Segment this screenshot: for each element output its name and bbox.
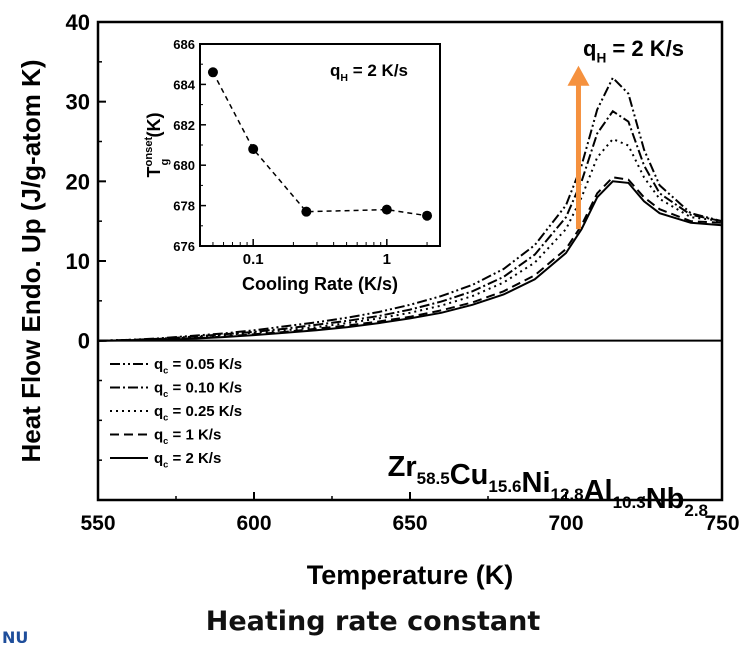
series-line — [97, 180, 723, 342]
inset-point — [248, 144, 259, 155]
y-tick-label: 20 — [66, 169, 90, 194]
composition-label: Zr58.5Cu15.6Ni12.8Al10.3Nb2.8 — [388, 451, 708, 520]
series-line — [97, 76, 723, 342]
caption: Heating rate constant — [205, 606, 541, 637]
x-tick-label: 750 — [704, 512, 739, 535]
inset-point — [301, 206, 312, 217]
inset-plot: 676 678 680 682 684 686 0.1 1 Cooling Rate (K/s)… — [143, 37, 441, 294]
increase-arrow-head — [567, 65, 590, 86]
corner-text: NU — [2, 628, 29, 647]
legend-label: qc = 0.05 K/s — [154, 356, 242, 376]
inset-point — [381, 204, 392, 215]
x-tick-label: 600 — [236, 512, 271, 535]
inset-y-axis-label: Tonset g (K) — [143, 113, 171, 178]
legend-label: qc = 2 K/s — [154, 450, 221, 470]
series-line — [97, 137, 723, 342]
y-tick-label: 40 — [66, 10, 90, 35]
inset-y-tick-label: 680 — [173, 158, 195, 173]
y-axis-label: Heat Flow Endo. Up (J/g-atom K) — [16, 60, 46, 463]
inset-point — [422, 210, 433, 221]
x-tick-label: 650 — [392, 512, 427, 535]
series-line — [97, 109, 723, 342]
legend-label: qc = 0.10 K/s — [154, 380, 242, 400]
inset-y-tick-label: 684 — [173, 77, 195, 92]
legend-label: qc = 0.25 K/s — [154, 403, 242, 423]
inset-x-axis-label: Cooling Rate (K/s) — [242, 274, 398, 294]
x-tick-label: 550 — [80, 512, 115, 535]
inset-annotation: qH = 2 K/s — [330, 61, 408, 84]
inset-y-tick-label: 676 — [173, 239, 195, 254]
main-plot: 550 600 650 700 750 0 10 20 30 40 Temperature (K) H… — [16, 10, 740, 590]
legend-label: qc = 1 K/s — [154, 427, 221, 447]
x-axis-label: Temperature (K) — [307, 560, 514, 590]
y-tick-label: 30 — [66, 90, 90, 115]
y-tick-label: 10 — [66, 249, 90, 274]
heating-rate-label: qH = 2 K/s — [583, 36, 684, 66]
inset-x-tick-label: 0.1 — [243, 251, 264, 268]
inset-y-tick-label: 678 — [173, 199, 195, 214]
y-tick-label: 0 — [78, 329, 90, 354]
inset-x-tick-label: 1 — [383, 251, 391, 268]
inset-y-tick-label: 686 — [173, 37, 195, 52]
inset-y-tick-label: 682 — [173, 118, 195, 133]
dsc-chart: 550 600 650 700 750 0 10 20 30 40 Temperature (K) H… — [16, 10, 740, 590]
inset-line — [212, 71, 428, 217]
inset-point — [207, 67, 218, 78]
x-tick-label: 700 — [548, 512, 583, 535]
